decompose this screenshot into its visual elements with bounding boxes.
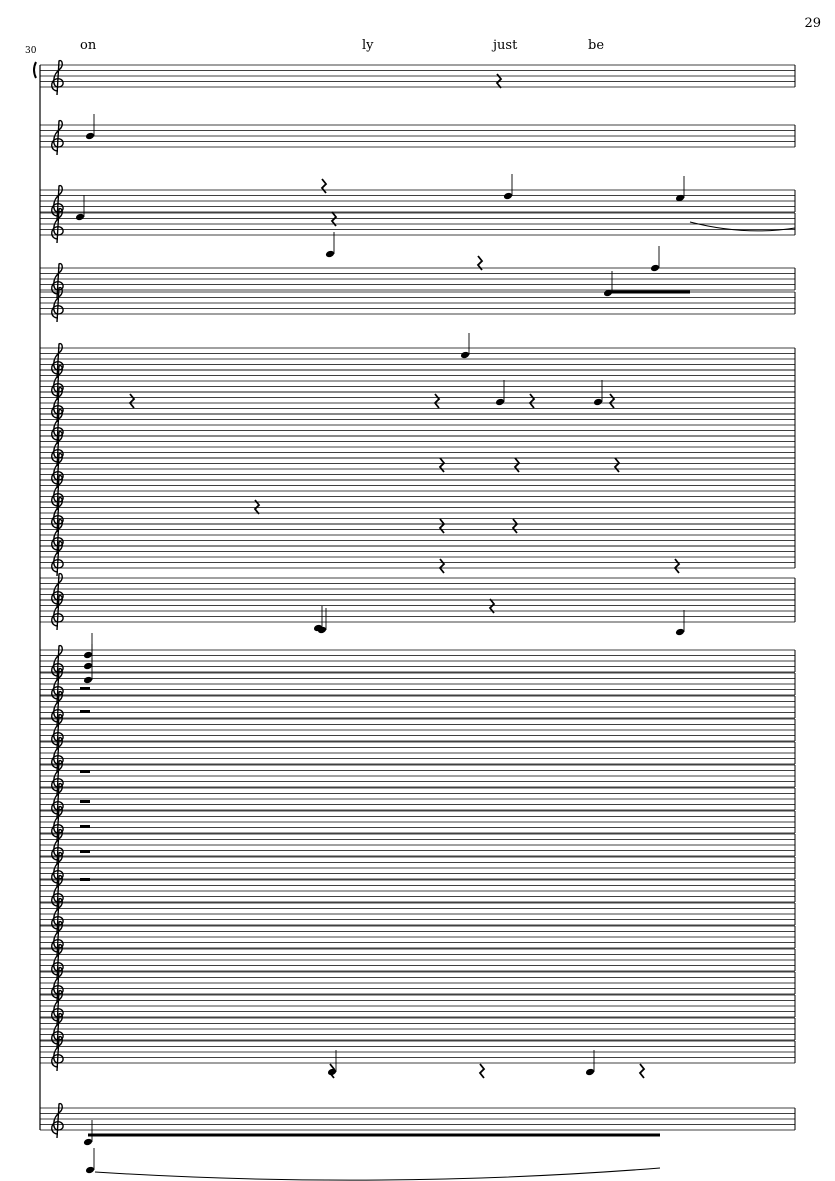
tie — [689, 221, 796, 232]
quarter-rest — [511, 518, 519, 534]
notehead — [325, 250, 335, 258]
treble-clef-icon — [51, 828, 64, 865]
treble-clef-icon — [51, 943, 64, 980]
quarter-rest — [528, 393, 536, 409]
treble-clef-icon — [51, 262, 64, 299]
notehead — [83, 676, 93, 684]
quarter-rest — [330, 211, 338, 227]
treble-clef-icon — [51, 184, 64, 221]
quarter-rest — [128, 393, 136, 409]
whole-rest — [80, 710, 90, 713]
quarter-rest — [673, 558, 681, 574]
notehead — [675, 194, 685, 202]
notehead — [85, 1166, 95, 1174]
lyric-syllable: on — [80, 38, 97, 53]
lyric-syllable: ly — [362, 38, 374, 53]
treble-clef-icon — [51, 782, 64, 819]
quarter-rest — [495, 73, 503, 89]
treble-clef-icon — [51, 713, 64, 750]
notehead — [503, 192, 513, 200]
notehead — [83, 1138, 93, 1146]
whole-rest — [80, 825, 90, 828]
treble-clef-icon — [51, 286, 64, 323]
treble-clef-icon — [51, 59, 64, 96]
treble-clef-icon — [51, 690, 64, 727]
measure-number: 30 — [25, 46, 37, 56]
whole-rest — [80, 878, 90, 881]
quarter-rest — [608, 393, 616, 409]
treble-clef-icon — [51, 1102, 64, 1139]
notehead — [460, 351, 470, 359]
notehead — [495, 398, 505, 406]
notehead — [675, 628, 685, 636]
notehead — [650, 264, 660, 272]
quarter-rest — [438, 518, 446, 534]
whole-rest — [80, 850, 90, 853]
quarter-rest — [476, 255, 484, 271]
notehead — [313, 624, 323, 632]
quarter-rest — [478, 1063, 486, 1079]
treble-clef-icon — [51, 594, 64, 631]
treble-clef-icon — [51, 966, 64, 1003]
quarter-rest — [438, 558, 446, 574]
treble-clef-icon — [51, 805, 64, 842]
tie — [94, 1167, 661, 1181]
quarter-rest — [438, 457, 446, 473]
treble-clef-icon — [51, 920, 64, 957]
notehead — [83, 662, 93, 670]
quarter-rest — [488, 598, 496, 614]
treble-clef-icon — [51, 540, 64, 577]
treble-clef-icon — [51, 897, 64, 934]
notehead — [83, 651, 93, 659]
quarter-rest — [253, 499, 261, 515]
treble-clef-icon — [51, 667, 64, 704]
treble-clef-icon — [51, 851, 64, 888]
quarter-rest — [320, 178, 328, 194]
whole-rest — [80, 800, 90, 803]
notehead — [85, 132, 95, 140]
quarter-rest — [328, 1063, 336, 1079]
quarter-rest — [513, 457, 521, 473]
treble-clef-icon — [51, 989, 64, 1026]
system-bracket — [33, 61, 37, 79]
lyric-syllable: just — [493, 38, 518, 53]
quarter-rest — [433, 393, 441, 409]
treble-clef-icon — [51, 207, 64, 244]
lyric-syllable: be — [588, 38, 605, 53]
treble-clef-icon — [51, 1012, 64, 1049]
quarter-rest — [613, 457, 621, 473]
notehead — [593, 398, 603, 406]
notehead — [585, 1068, 595, 1076]
page-number: 29 — [804, 16, 821, 31]
quarter-rest — [638, 1063, 646, 1079]
notehead — [75, 213, 85, 221]
treble-clef-icon — [51, 1035, 64, 1072]
treble-clef-icon — [51, 759, 64, 796]
whole-rest — [80, 687, 90, 690]
treble-clef-icon — [51, 644, 64, 681]
treble-clef-icon — [51, 736, 64, 773]
whole-rest — [80, 770, 90, 773]
treble-clef-icon — [51, 119, 64, 156]
treble-clef-icon — [51, 874, 64, 911]
